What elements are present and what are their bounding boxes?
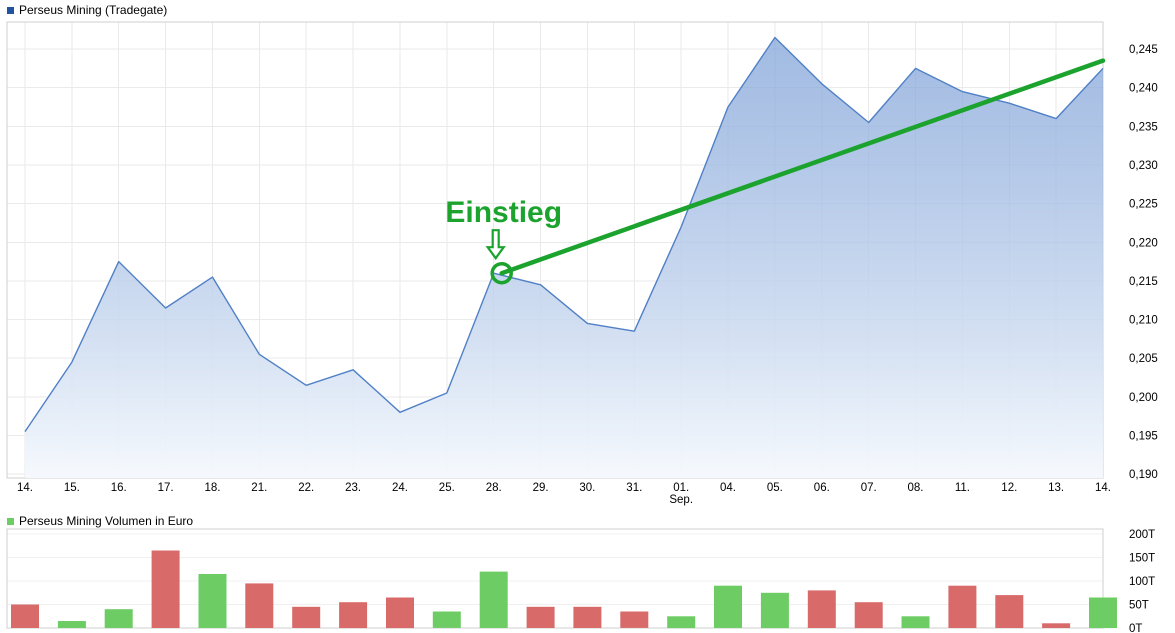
- date-axis-tick-label: 22.: [298, 482, 314, 494]
- volume-axis-tick-label: 50T: [1129, 600, 1149, 612]
- volume-chart: 0T 50T 100T 150T 200T: [6, 528, 1155, 633]
- date-axis-tick-label: 12.: [1001, 482, 1017, 494]
- volume-bar: [104, 609, 133, 628]
- date-axis-tick-label: 30.: [579, 482, 595, 494]
- volume-bar: [432, 611, 461, 628]
- date-axis-tick-label: 04.: [720, 482, 736, 494]
- volume-bar: [245, 583, 274, 628]
- date-axis-tick-label: 01.: [673, 482, 689, 494]
- date-axis-tick-label: 28.: [486, 482, 502, 494]
- volume-axis-tick-label: 0T: [1129, 623, 1142, 633]
- price-axis-tick-label: 0,215: [1129, 276, 1158, 288]
- volume-bar: [479, 571, 508, 628]
- volume-bar: [339, 602, 368, 629]
- volume-bar: [1089, 597, 1117, 629]
- price-chart: Einstieg 0,190 0,195 0,200 0,205 0,210 0,215 0,…: [6, 21, 1158, 506]
- month-axis-label: Sep.: [669, 494, 693, 506]
- date-axis-tick-label: 05.: [767, 482, 783, 494]
- price-axis-tick-label: 0,225: [1129, 199, 1158, 211]
- trend-line: [499, 58, 1106, 276]
- volume-bar: [573, 606, 602, 628]
- date-axis-tick-label: 24.: [392, 482, 408, 494]
- price-axis-tick-label: 0,200: [1129, 392, 1158, 404]
- volume-bar: [854, 602, 883, 629]
- volume-bar: [526, 606, 555, 628]
- date-axis-tick-label: 08.: [908, 482, 924, 494]
- volume-bar: [667, 616, 696, 629]
- entry-annotation-label: Einstieg: [445, 196, 562, 229]
- volume-axis-tick-label: 100T: [1129, 576, 1155, 588]
- price-axis-tick-label: 0,235: [1129, 121, 1158, 133]
- volume-series-marker-icon: [7, 517, 14, 525]
- volume-bar: [11, 604, 39, 628]
- date-axis-tick-label: 17.: [158, 482, 174, 494]
- price-chart-header: Perseus Mining (Tradegate): [7, 3, 167, 17]
- entry-arrow-icon: [485, 229, 506, 261]
- date-axis-tick-label: 31.: [626, 482, 642, 494]
- price-line: [24, 36, 1104, 432]
- volume-bar: [620, 611, 649, 628]
- price-axis-tick-label: 0,190: [1129, 469, 1158, 481]
- date-axis-tick-label: 14.: [1095, 482, 1111, 494]
- volume-bar: [386, 597, 414, 629]
- volume-chart-title: Perseus Mining Volumen in Euro: [19, 514, 194, 528]
- price-axis-tick-label: 0,245: [1129, 44, 1158, 56]
- price-series-marker-icon: [7, 6, 14, 14]
- date-axis-tick-label: 15.: [64, 482, 80, 494]
- volume-bar: [1042, 623, 1071, 628]
- date-axis-tick-label: 14.: [17, 482, 33, 494]
- volume-bar: [714, 585, 742, 628]
- volume-bar: [292, 606, 321, 628]
- price-chart-title: Perseus Mining (Tradegate): [19, 3, 168, 17]
- date-axis-tick-label: 06.: [814, 482, 830, 494]
- volume-axis-tick-label: 200T: [1129, 529, 1155, 541]
- volume-bar: [995, 595, 1024, 628]
- price-axis-tick-label: 0,220: [1129, 237, 1158, 249]
- price-axis-tick-label: 0,195: [1129, 431, 1158, 443]
- date-axis-tick-label: 29.: [533, 482, 549, 494]
- volume-bar: [760, 592, 789, 629]
- volume-bar: [151, 550, 180, 628]
- volume-bar: [57, 621, 86, 628]
- volume-bar: [807, 590, 836, 628]
- date-axis-tick-label: 07.: [861, 482, 877, 494]
- date-axis-tick-label: 11.: [955, 482, 970, 494]
- price-axis-tick-label: 0,210: [1129, 315, 1158, 327]
- volume-bar: [198, 574, 227, 628]
- volume-bar: [948, 585, 977, 628]
- date-axis-tick-label: 13.: [1048, 482, 1064, 494]
- date-axis-tick-label: 25.: [439, 482, 455, 494]
- date-axis-tick-label: 16.: [111, 482, 127, 494]
- volume-bar: [901, 616, 930, 629]
- date-axis-tick-label: 23.: [345, 482, 361, 494]
- date-axis-tick-label: 21.: [251, 482, 267, 494]
- price-area: [25, 37, 1103, 478]
- volume-plot-border: [6, 528, 1104, 629]
- price-axis-tick-label: 0,205: [1129, 353, 1158, 365]
- entry-point-marker: [490, 261, 513, 285]
- price-axis-tick-label: 0,240: [1129, 83, 1158, 95]
- volume-axis-tick-label: 150T: [1129, 553, 1155, 565]
- price-axis-tick-label: 0,230: [1129, 160, 1158, 172]
- date-axis-tick-label: 18.: [205, 482, 221, 494]
- volume-chart-header: Perseus Mining Volumen in Euro: [7, 514, 193, 528]
